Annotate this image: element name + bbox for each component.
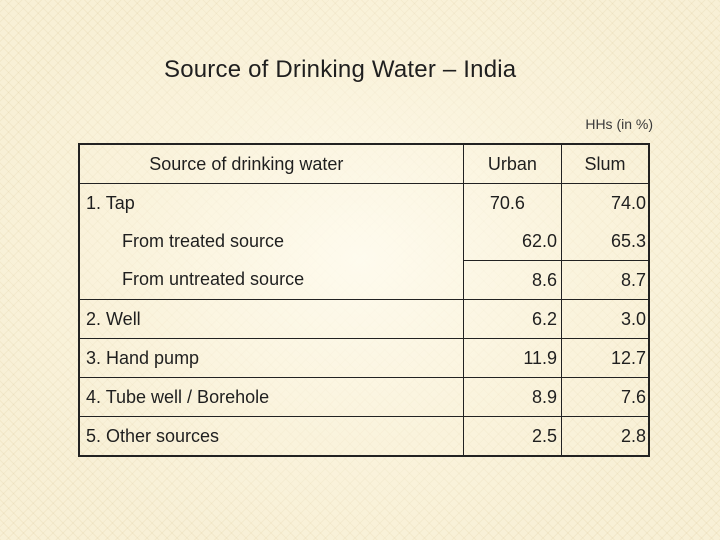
row-label: 3. Hand pump — [79, 338, 464, 378]
slide-title: Source of Drinking Water – India — [164, 56, 517, 83]
urban-value: 70.6 — [463, 183, 563, 222]
slum-value: 3.0 — [561, 299, 649, 339]
urban-value: 6.2 — [463, 299, 563, 339]
table-row: 5. Other sources 2.5 2.8 — [79, 416, 649, 456]
urban-value: 8.6 — [463, 260, 563, 300]
table-row: 3. Hand pump 11.9 12.7 — [79, 338, 649, 378]
table-row: From untreated source 8.6 8.7 — [79, 260, 649, 300]
slum-value: 7.6 — [561, 377, 649, 417]
row-label: From treated source — [79, 222, 464, 261]
table-row: From treated source 62.0 65.3 — [79, 222, 649, 261]
header-source: Source of drinking water — [79, 144, 464, 184]
header-urban: Urban — [463, 144, 563, 184]
slum-value: 12.7 — [561, 338, 649, 378]
row-label: 4. Tube well / Borehole — [79, 377, 464, 417]
table-header-row: Source of drinking water Urban Slum — [79, 144, 649, 184]
table-row: 2. Well 6.2 3.0 — [79, 299, 649, 339]
drinking-water-table: Source of drinking water Urban Slum 1. T… — [78, 143, 650, 457]
slum-value: 74.0 — [610, 192, 646, 213]
table-row: 4. Tube well / Borehole 8.9 7.6 — [79, 377, 649, 417]
row-label: 2. Well — [79, 299, 464, 339]
urban-value: 2.5 — [463, 416, 563, 456]
slum-value: 2.8 — [561, 416, 649, 456]
row-label: 5. Other sources — [79, 416, 464, 456]
urban-value: 8.9 — [463, 377, 563, 417]
table-row: 1. Tap 70.6 74.0 — [79, 183, 649, 222]
slum-value: 8.7 — [561, 260, 649, 300]
header-slum: Slum — [561, 144, 649, 184]
urban-value: 62.0 — [463, 222, 563, 261]
row-label: From untreated source — [79, 260, 464, 300]
slum-value: 65.3 — [610, 230, 646, 251]
urban-value: 11.9 — [463, 338, 563, 378]
row-label: 1. Tap — [79, 183, 464, 222]
unit-note: HHs (in %) — [585, 116, 653, 132]
